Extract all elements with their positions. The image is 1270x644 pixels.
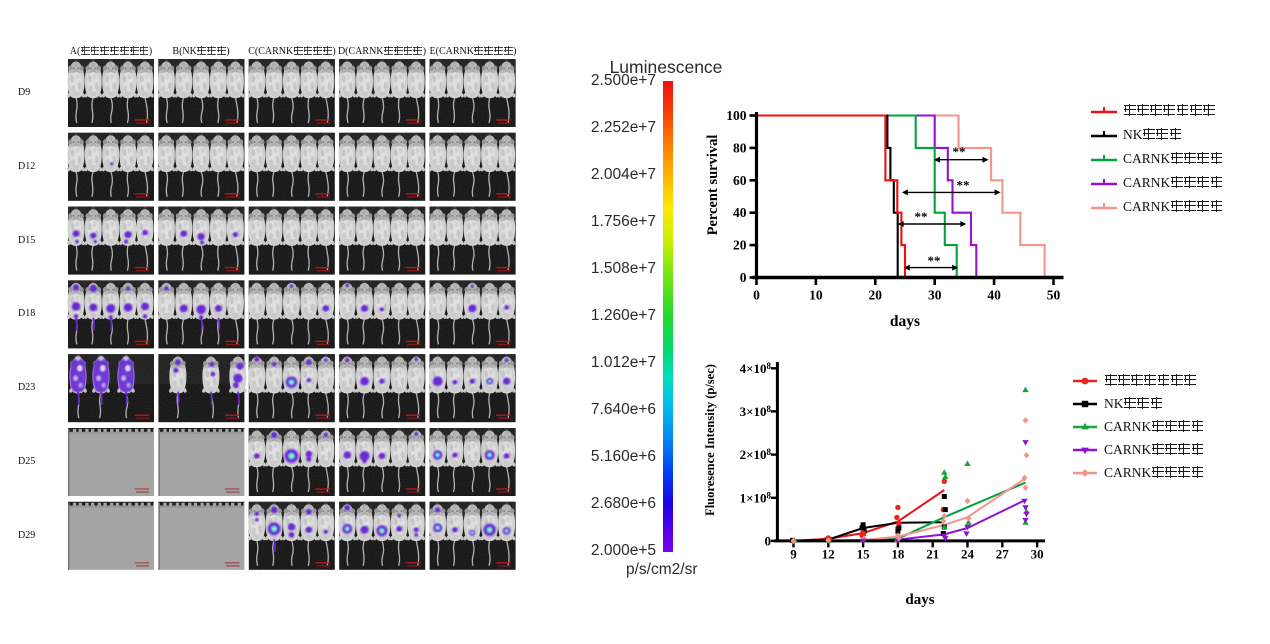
svg-text:60: 60	[733, 173, 747, 188]
svg-text:**: **	[953, 144, 966, 159]
svg-text:days: days	[890, 313, 920, 330]
svg-text:20: 20	[869, 288, 883, 303]
svg-text:**: **	[915, 209, 928, 224]
svg-text:10: 10	[809, 288, 823, 303]
svg-text:50: 50	[1047, 288, 1061, 303]
svg-text:Percent survival: Percent survival	[705, 135, 721, 236]
svg-text:**: **	[957, 178, 970, 193]
svg-text:21: 21	[926, 546, 939, 561]
svg-text:2×108: 2×108	[740, 447, 772, 462]
svg-text:4×108: 4×108	[740, 361, 772, 376]
svg-text:15: 15	[857, 546, 871, 561]
svg-text:100: 100	[726, 108, 747, 123]
svg-text:30: 30	[928, 288, 942, 303]
svg-text:30: 30	[1031, 546, 1044, 561]
svg-text:0: 0	[753, 288, 760, 303]
svg-text:40: 40	[987, 288, 1001, 303]
svg-text:0: 0	[740, 270, 747, 285]
svg-text:3×108: 3×108	[740, 404, 772, 419]
svg-text:9: 9	[790, 546, 797, 561]
svg-text:24: 24	[961, 546, 975, 561]
svg-text:days: days	[905, 592, 934, 608]
svg-text:18: 18	[891, 546, 905, 561]
svg-text:**: **	[928, 253, 941, 268]
svg-text:0: 0	[765, 533, 772, 548]
svg-text:1×108: 1×108	[740, 490, 772, 505]
svg-text:27: 27	[996, 546, 1010, 561]
svg-text:Fluoresence Intensity (p/sec): Fluoresence Intensity (p/sec)	[703, 364, 717, 516]
svg-text:20: 20	[733, 238, 747, 253]
svg-text:80: 80	[733, 140, 747, 155]
svg-text:12: 12	[822, 546, 835, 561]
svg-text:40: 40	[733, 205, 747, 220]
